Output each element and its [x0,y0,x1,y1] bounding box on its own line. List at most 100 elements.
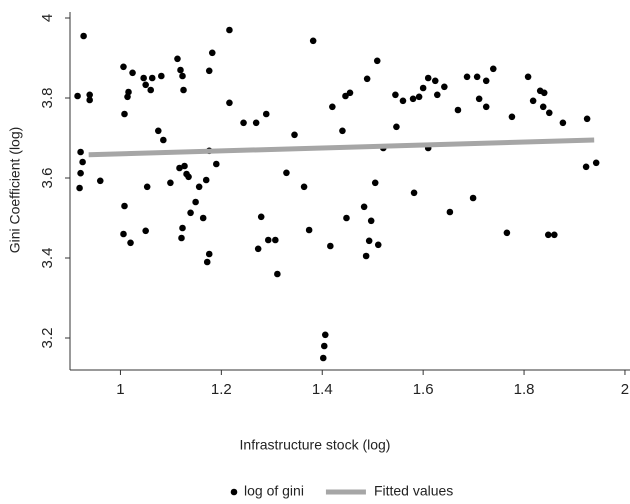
point [158,72,165,80]
point [321,331,329,339]
point [185,173,192,181]
point [475,95,483,103]
y-tick-label: 3.4 [39,248,56,269]
point [482,103,490,111]
point [254,245,262,253]
x-tick-label: 1.6 [413,381,434,398]
point [343,214,350,222]
point [142,81,149,89]
point [96,177,104,185]
point [582,163,590,171]
point [392,91,399,99]
point [205,250,213,258]
point [305,226,313,234]
point [399,97,407,105]
point [199,214,207,222]
point [120,230,127,238]
point [274,270,281,278]
point [360,203,368,211]
point [176,164,183,172]
x-tick-label: 1.2 [211,381,232,398]
legend-label: Fitted values [374,483,453,499]
point [180,86,187,94]
point [148,74,156,82]
point [592,159,600,167]
point [181,162,188,170]
point [192,198,199,206]
point [454,106,462,114]
point [319,354,327,362]
point [121,202,128,210]
point [226,99,233,107]
point [346,89,354,97]
point [489,65,497,73]
point [441,83,448,91]
point [140,74,147,82]
point [371,179,379,187]
point [154,127,162,135]
point [363,75,371,83]
y-tick-label: 4 [39,14,56,22]
point [367,217,375,225]
point [424,74,432,82]
point [74,92,81,100]
point [365,237,373,245]
x-tick-label: 1.8 [514,381,535,398]
point [559,119,567,127]
point [540,89,548,97]
point [79,158,86,166]
point [529,97,537,105]
point [473,73,481,81]
point [583,115,591,123]
point [291,131,298,139]
point [373,57,381,65]
point [545,109,553,117]
x-tick-label: 1 [116,381,124,398]
point [76,184,83,192]
point [433,91,441,99]
x-tick-label: 1.4 [312,381,333,398]
legend-swatch [230,488,238,496]
point [195,183,203,191]
point [272,236,279,244]
point [431,77,439,85]
point [127,239,134,247]
point [167,179,174,187]
point [327,242,334,250]
point [129,69,136,77]
point [544,231,552,239]
point [121,110,128,118]
point [160,136,167,144]
point [300,183,308,191]
point [551,231,558,239]
point [77,169,84,177]
y-tick-label: 3.2 [39,328,56,349]
point [86,96,93,104]
point [177,66,184,74]
point [329,103,336,111]
point [524,73,532,81]
point [125,88,132,96]
fitted-line [88,137,595,158]
y-tick-label: 3.6 [39,168,56,189]
point [174,55,181,63]
point [147,86,155,94]
point [179,224,186,232]
x-tick-label: 2 [621,381,629,398]
y-axis-label: Gini Coefficient (log) [7,127,23,254]
point [252,119,260,127]
x-axis-label: Infrastructure stock (log) [240,437,391,453]
point [320,342,328,350]
point [339,127,346,135]
point [179,72,186,80]
point [539,103,547,111]
point [374,241,382,249]
point [469,194,477,202]
point [202,176,210,184]
point [142,227,149,235]
point [264,236,272,244]
point [419,84,427,92]
point [410,189,418,197]
point [205,67,213,75]
